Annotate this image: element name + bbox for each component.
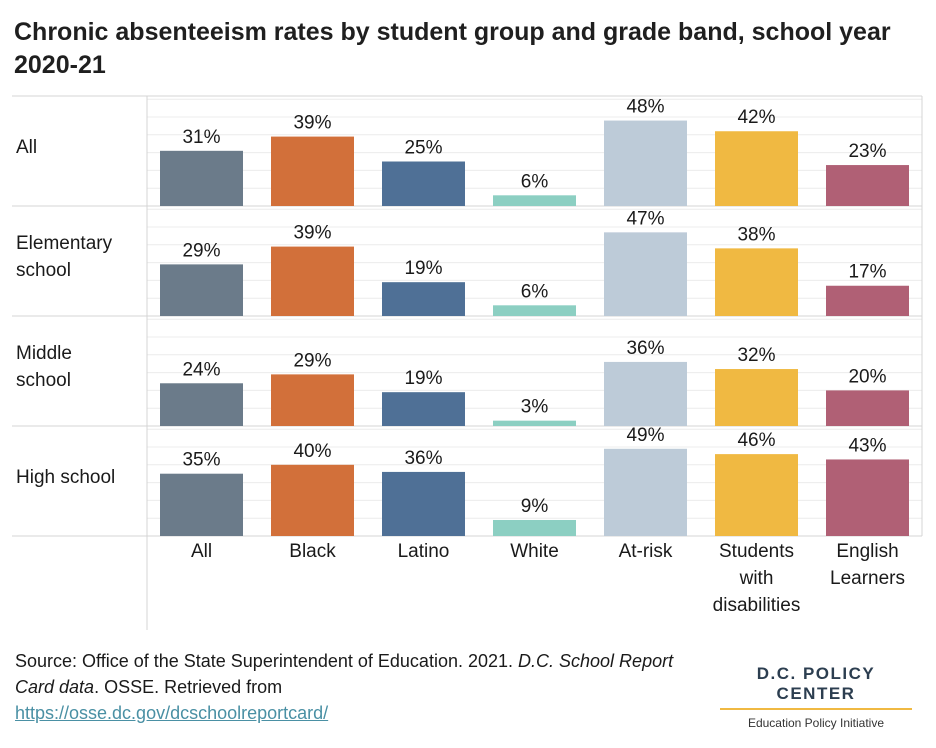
logo-title: D.C. POLICY CENTER: [720, 664, 912, 710]
bar: [493, 305, 576, 316]
data-label: 49%: [626, 425, 664, 446]
row-label: Elementary school: [16, 230, 141, 284]
data-label: 3%: [521, 397, 549, 418]
row-label-line: All: [16, 137, 38, 158]
data-label: 24%: [182, 359, 220, 380]
category-label: White: [480, 538, 590, 565]
row-label: High school: [16, 464, 141, 491]
bar: [493, 420, 576, 426]
category-label: English Learners: [813, 538, 923, 592]
source-note: Source: Office of the State Superintende…: [15, 648, 695, 726]
bar: [382, 471, 465, 536]
bar: [604, 448, 687, 536]
bar: [826, 165, 909, 206]
bar: [271, 136, 354, 206]
data-label: 36%: [404, 448, 442, 469]
bar: [826, 285, 909, 316]
source-middle: . OSSE. Retrieved from: [94, 677, 283, 697]
data-label: 23%: [848, 141, 886, 162]
bar: [160, 473, 243, 536]
source-dataset: D.C. School Report Card data: [15, 651, 674, 697]
data-label: 43%: [848, 435, 886, 456]
category-label-line: English: [836, 541, 899, 562]
data-label: 19%: [404, 258, 442, 279]
category-label-line: White: [510, 541, 559, 562]
bar: [715, 454, 798, 536]
data-label: 29%: [293, 350, 331, 371]
data-label: 25%: [404, 138, 442, 159]
data-label: 29%: [182, 240, 220, 261]
category-label: At-risk: [591, 538, 701, 565]
bar: [715, 131, 798, 206]
chart-title: Chronic absenteeism rates by student gro…: [14, 18, 891, 79]
bar: [382, 282, 465, 316]
category-label: Latino: [369, 538, 479, 565]
data-label: 20%: [848, 366, 886, 387]
row-label-line: High school: [16, 467, 116, 488]
row-label-line: Middle: [16, 343, 72, 364]
category-label-line: Latino: [397, 541, 450, 562]
bar: [604, 361, 687, 426]
data-label: 31%: [182, 127, 220, 148]
bar: [271, 374, 354, 426]
bar: [382, 392, 465, 426]
category-label-line: All: [190, 541, 213, 562]
data-label: 39%: [293, 113, 331, 134]
logo-subtitle: Education Policy Initiative: [747, 716, 885, 730]
bar: [715, 369, 798, 426]
category-label-line: Learners: [830, 568, 905, 589]
bar: [160, 150, 243, 206]
bar: [271, 464, 354, 536]
data-label: 38%: [737, 224, 775, 245]
bar: [715, 248, 798, 316]
row-label: Middle school: [16, 340, 141, 394]
data-label: 6%: [521, 171, 549, 192]
row-label-line: Elementary: [16, 233, 113, 254]
data-label: 39%: [293, 223, 331, 244]
row-label: All: [16, 134, 141, 161]
data-label: 40%: [293, 441, 331, 462]
category-label-line: Students: [719, 541, 794, 562]
data-label: 42%: [737, 107, 775, 128]
data-label: 35%: [182, 450, 220, 471]
row-label-line: school: [16, 370, 71, 391]
data-label: 48%: [626, 97, 664, 118]
category-label-line: At-risk: [618, 541, 673, 562]
category-label-line: Black: [289, 541, 336, 562]
data-label: 19%: [404, 368, 442, 389]
bar: [604, 232, 687, 316]
bar: [271, 246, 354, 316]
category-label-line: disabilities: [712, 595, 801, 616]
bar: [604, 120, 687, 206]
bar: [160, 264, 243, 316]
data-label: 6%: [521, 281, 549, 302]
bar: [826, 390, 909, 426]
source-link[interactable]: https://osse.dc.gov/dcschoolreportcard/: [15, 703, 329, 723]
category-label: All: [147, 538, 257, 565]
data-label: 36%: [626, 338, 664, 359]
bar: [826, 459, 909, 536]
bar: [493, 519, 576, 536]
category-label: Students with disabilities: [702, 538, 812, 619]
data-label: 17%: [848, 262, 886, 283]
bar: [160, 383, 243, 426]
data-label: 32%: [737, 345, 775, 366]
data-label: 9%: [521, 496, 549, 517]
source-prefix: Source: Office of the State Superintende…: [15, 651, 519, 671]
category-label: Black: [258, 538, 368, 565]
logo: D.C. POLICY CENTER Education Policy Init…: [716, 664, 916, 730]
data-label: 46%: [737, 430, 775, 451]
row-label-line: school: [16, 260, 71, 281]
category-label-line: with: [739, 568, 774, 589]
bar: [493, 195, 576, 206]
data-label: 47%: [626, 208, 664, 229]
bar: [382, 161, 465, 206]
chart-area: 31% 39% 25% 6% 48% 42% 23% 29% 39% 19% 6% 47% 38% 17%…: [12, 95, 923, 630]
